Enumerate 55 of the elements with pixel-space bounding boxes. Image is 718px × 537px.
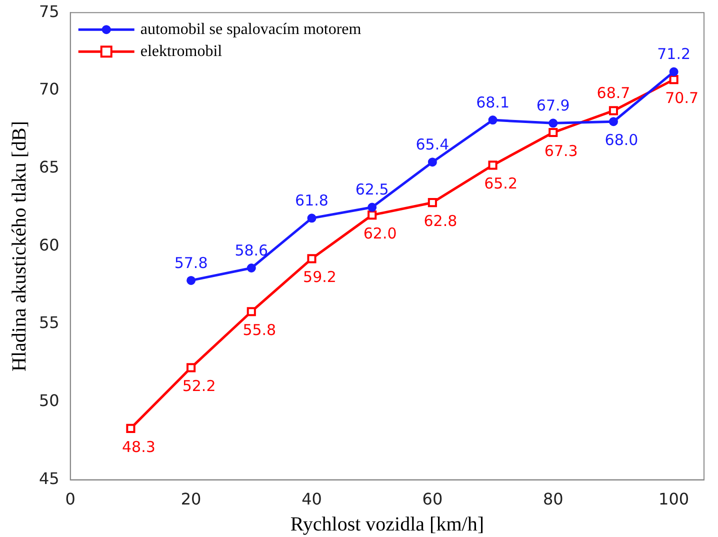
legend-label: automobil se spalovacím motorem <box>140 20 362 38</box>
x-tick-label: 100 <box>658 490 690 509</box>
x-tick-label: 60 <box>422 490 443 509</box>
data-label: 68.7 <box>596 84 630 102</box>
point <box>428 158 437 167</box>
y-axis-title: Hladina akustického tlaku [dB] <box>8 120 30 372</box>
data-label: 48.3 <box>122 438 156 456</box>
point <box>608 117 618 126</box>
data-label: 70.7 <box>665 88 699 107</box>
point <box>186 276 196 285</box>
data-label: 65.4 <box>416 135 450 154</box>
point <box>608 106 618 116</box>
y-tick-label: 55 <box>39 313 60 332</box>
point <box>307 214 316 223</box>
x-tick-label: 40 <box>302 490 322 509</box>
data-label: 65.2 <box>484 174 518 193</box>
point <box>548 118 558 128</box>
data-label: 62.5 <box>355 180 389 199</box>
point <box>488 160 498 170</box>
point <box>669 67 678 76</box>
point <box>428 198 437 208</box>
data-label: 58.6 <box>234 241 268 260</box>
x-tick-label: 20 <box>180 490 202 509</box>
data-label: 68.0 <box>604 131 638 150</box>
y-tick-label: 75 <box>39 2 60 21</box>
y-tick-label: 50 <box>39 391 60 410</box>
point <box>246 307 256 316</box>
y-tick-label: 65 <box>39 157 60 176</box>
data-label: 62.0 <box>363 224 397 242</box>
data-label: 67.9 <box>536 96 570 115</box>
data-label: 52.2 <box>182 377 216 396</box>
x-tick-label: 80 <box>542 490 564 509</box>
point <box>488 116 498 125</box>
data-label: 55.8 <box>242 321 276 339</box>
data-label: 57.8 <box>174 254 208 272</box>
x-tick-label: 0 <box>65 490 76 509</box>
point <box>368 210 377 220</box>
data-label: 71.2 <box>657 45 691 64</box>
point <box>307 254 316 264</box>
legend-label: elektromobil <box>140 42 223 60</box>
data-label: 67.3 <box>544 142 578 160</box>
point <box>126 424 136 433</box>
x-axis-title: Rychlost vozidla [km/h] <box>290 513 484 536</box>
y-tick-label: 45 <box>39 468 60 488</box>
point <box>548 128 558 138</box>
data-label: 68.1 <box>476 93 510 112</box>
point <box>368 202 377 212</box>
y-tick-label: 70 <box>39 80 60 99</box>
y-tick-label: 60 <box>39 235 60 254</box>
point <box>669 75 678 84</box>
data-label: 59.2 <box>303 268 336 286</box>
data-label: 62.8 <box>424 212 458 230</box>
point <box>246 264 256 273</box>
data-label: 61.8 <box>295 192 328 210</box>
point <box>186 363 196 372</box>
